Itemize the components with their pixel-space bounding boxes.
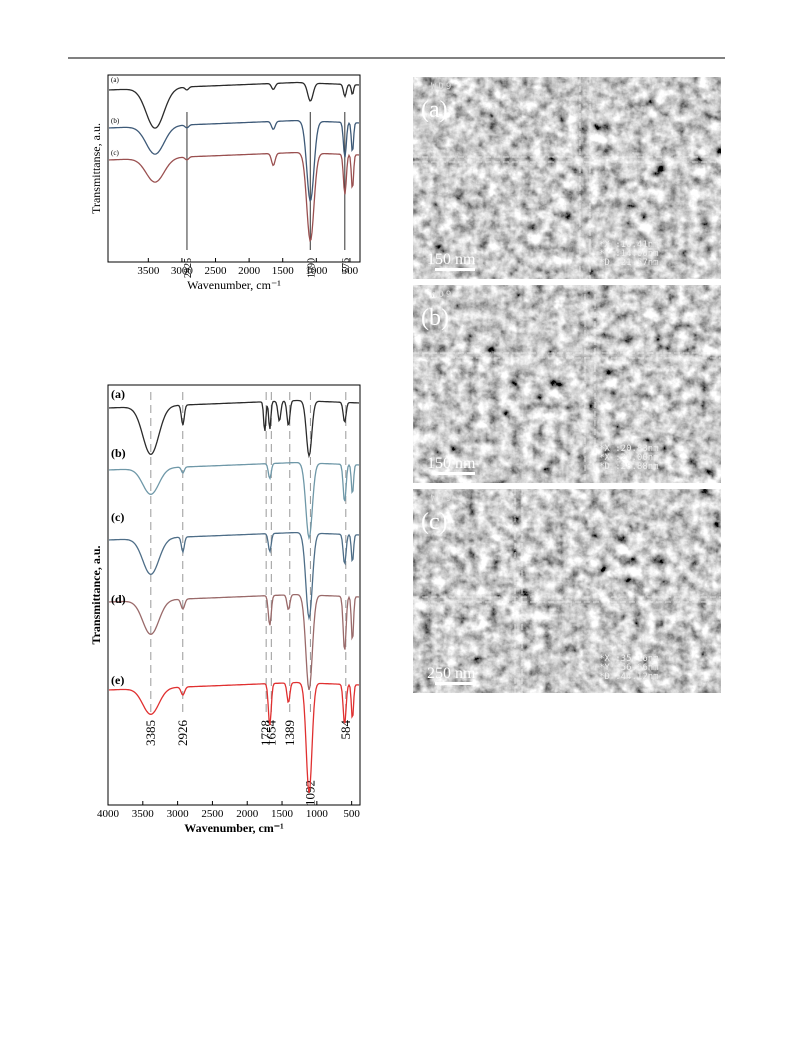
sem-texture (413, 285, 721, 483)
measurement: *D :44.12nm (599, 672, 659, 682)
peak-label: 1728 (258, 720, 273, 746)
peak-label: 2925 (183, 258, 194, 278)
series-label: (b) (111, 117, 120, 125)
measurement: *X :20.83nm (599, 444, 659, 454)
spectrum-curve (108, 81, 360, 129)
x-tick-label: 500 (343, 808, 360, 820)
measurement: *Y :56.66nm (599, 663, 659, 673)
series-label: (b) (111, 446, 126, 460)
sem-image: WD9 (b) 150 nm *X :20.83nm*X :20.00nm*D :28… (413, 285, 721, 483)
x-tick-label: 2000 (238, 265, 261, 277)
y-axis-label: Transmittanse, a.u. (89, 123, 103, 214)
sem-header: WD9 (431, 290, 453, 300)
panel-label: (b) (421, 305, 449, 331)
x-tick-label: 3500 (132, 808, 155, 820)
spectrum-curve (108, 461, 360, 541)
peak-label: 576 (341, 258, 352, 273)
scale-bar (435, 268, 475, 271)
peak-label: 1090 (306, 258, 317, 278)
x-tick-label: 1000 (305, 265, 328, 277)
x-axis-label: Wavenumber, cm⁻¹ (187, 278, 281, 292)
measurement: *D :21.57nm (599, 258, 659, 268)
peak-label: 584 (338, 720, 353, 740)
x-tick-label: 3000 (171, 265, 194, 277)
spectrum-curve (108, 119, 360, 202)
x-axis-label: Wavenumber, cm⁻¹ (184, 821, 284, 835)
x-tick-label: 4000 (97, 808, 120, 820)
series-label: (c) (111, 510, 124, 524)
series-label: (a) (111, 387, 125, 401)
x-tick-label: 2500 (205, 265, 228, 277)
x-tick-label: 1000 (306, 808, 329, 820)
panel-label: (c) (421, 509, 448, 535)
scale-label: 250 nm (427, 665, 476, 682)
spectrum-curve (108, 681, 360, 794)
x-tick-label: 3000 (167, 808, 190, 820)
sem-header: WD9 (431, 82, 453, 92)
sem-header: WD9 (431, 494, 453, 504)
scale-label: 150 nm (427, 251, 476, 268)
plot-frame (107, 384, 361, 806)
scale-bar (435, 472, 475, 475)
scale-label: 150 nm (427, 455, 476, 472)
spectrum-curve (108, 151, 360, 242)
peak-label: 3385 (143, 720, 158, 746)
series-label: (e) (111, 673, 124, 687)
sem-image: WD9 (c) 250 nm *X :35.16nm*Y :56.66nm*D :44… (413, 489, 721, 693)
sem-image: WD9 (a) 150 nm *X :16.41nm*Y :14.00nm*D :21… (413, 77, 721, 279)
measurement: *X :20.00nm (599, 453, 659, 463)
x-tick-label: 1500 (272, 265, 295, 277)
measurement: *Y :14.00nm (599, 249, 659, 259)
measurement: *X :35.16nm (599, 654, 659, 664)
panel-label: (a) (421, 97, 448, 123)
peak-label: 2926 (175, 720, 190, 747)
peak-label: 1654 (263, 720, 278, 747)
x-tick-label: 500 (342, 265, 359, 277)
x-tick-label: 2000 (236, 808, 259, 820)
plot-frame (107, 74, 361, 263)
y-axis-label: Transmittance, a.u. (89, 545, 103, 644)
scale-bar (435, 682, 475, 685)
x-tick-label: 3500 (137, 265, 160, 277)
x-tick-label: 2500 (201, 808, 224, 820)
sem-texture (413, 489, 721, 693)
spectrum-curve (108, 531, 360, 621)
series-label: (c) (111, 149, 119, 157)
peak-label: 1092 (302, 780, 317, 806)
series-label: (a) (111, 76, 119, 84)
peak-label: 1389 (282, 720, 297, 746)
sem-texture (413, 77, 721, 279)
measurement: *D :28.88nm (599, 462, 659, 472)
measurement: *X :16.41nm (599, 240, 659, 250)
series-label: (d) (111, 592, 126, 606)
spectrum-curve (108, 593, 360, 691)
x-tick-label: 1500 (271, 808, 294, 820)
spectrum-curve (108, 399, 360, 459)
